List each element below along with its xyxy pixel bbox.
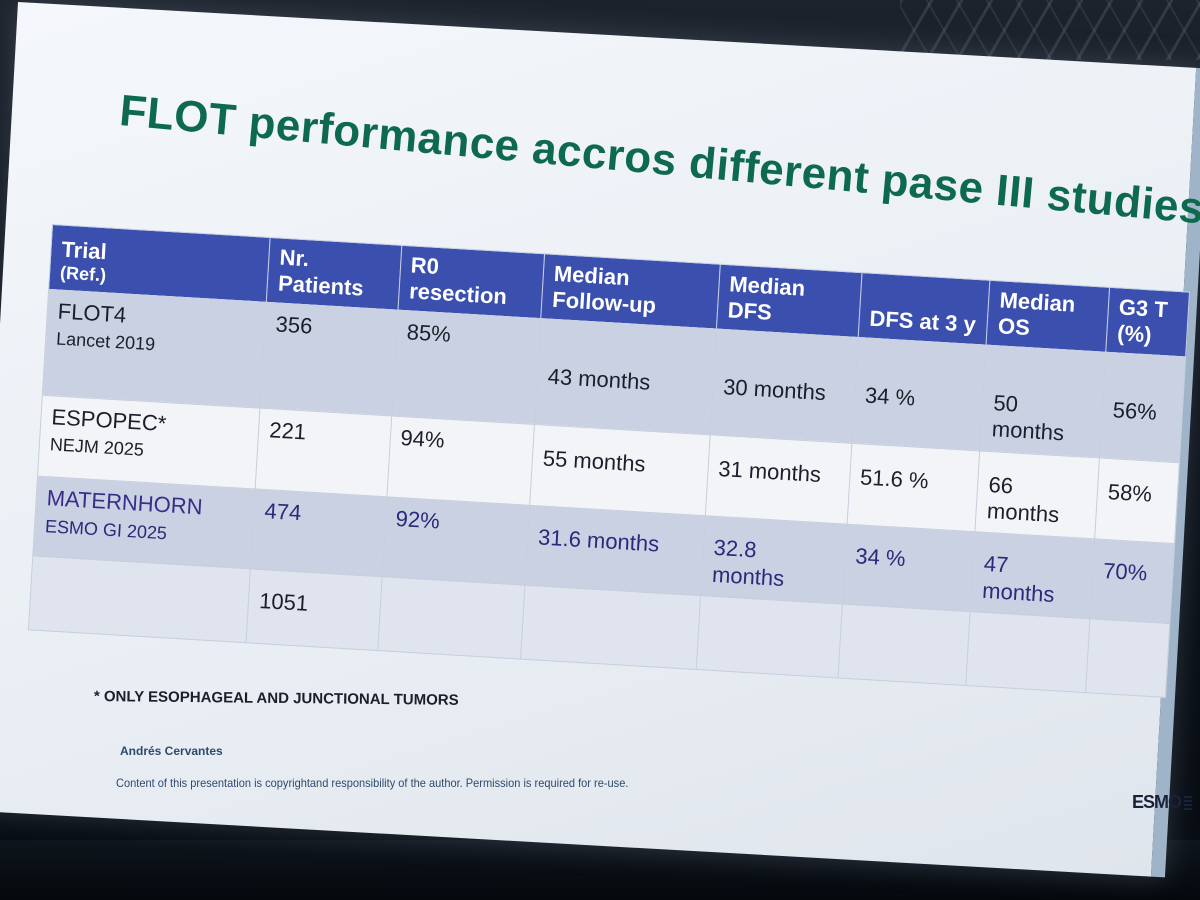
header-patients: Nr. Patients: [266, 237, 402, 311]
stage-truss: [900, 0, 1200, 60]
author-name: Andrés Cervantes: [120, 744, 223, 758]
slide-content: FLOT performance accros different pase I…: [12, 16, 1200, 826]
header-median-os: Median OS: [986, 280, 1110, 353]
header-followup-l2: Follow-up: [551, 286, 657, 318]
cell-median-dfs: 31 months: [705, 434, 852, 525]
cell-r0: 85%: [391, 310, 541, 425]
cell-median-os: [966, 611, 1090, 693]
header-patients-l1: Nr.: [278, 244, 310, 272]
cell-dfs-3y: 34 %: [842, 524, 976, 612]
header-median-dfs-l2: DFS: [727, 297, 773, 325]
cell-trial: FLOT4 Lancet 2019: [42, 289, 267, 408]
header-g3-l2: (%): [1116, 320, 1153, 348]
studies-table: Trial (Ref.) Nr. Patients R0 resection: [28, 224, 1190, 698]
cell-followup: 43 months: [534, 318, 717, 435]
cell-trial: MATERNHORN ESMO GI 2025: [32, 476, 256, 570]
cell-followup: [520, 585, 701, 670]
header-median-os-l2: OS: [997, 313, 1031, 341]
header-followup: Median Follow-up: [540, 253, 721, 329]
header-median-os-l1: Median: [998, 287, 1077, 317]
cell-patients: 221: [255, 407, 392, 498]
footnote: * ONLY ESOPHAGEAL AND JUNCTIONAL TUMORS: [93, 688, 459, 709]
cell-median-os: 66 months: [975, 450, 1100, 540]
cell-r0: 94%: [386, 415, 535, 506]
esmo-logo: ESMO: [1132, 792, 1193, 813]
cell-patients-total: 1051: [246, 569, 382, 651]
cell-g3: 56%: [1099, 352, 1186, 463]
projection-screen: FLOT performance accros different pase I…: [0, 2, 1200, 878]
cell-trial: ESPOPEC* NEJM 2025: [37, 394, 261, 490]
header-median-dfs: Median DFS: [716, 264, 862, 338]
cell-g3: 58%: [1094, 457, 1180, 545]
cell-dfs-3y: 51.6 %: [846, 442, 981, 533]
header-patients-l2: Patients: [277, 270, 365, 301]
cell-median-dfs: [695, 595, 843, 679]
slide-title: FLOT performance accros different pase I…: [117, 86, 1200, 234]
header-dfs-3y: DFS at 3 y: [857, 272, 991, 346]
cell-median-os: 50 months: [980, 345, 1106, 458]
cell-median-dfs: 30 months: [709, 328, 858, 443]
cell-g3: [1085, 618, 1170, 698]
cell-patients: 474: [250, 489, 387, 577]
header-g3: G3 T (%): [1105, 287, 1190, 357]
header-trial-sub: (Ref.): [59, 262, 107, 285]
header-r0: R0 resection: [397, 245, 545, 319]
esmo-logo-lines-icon: [1184, 795, 1193, 810]
header-g3-l1: G3 T: [1118, 294, 1169, 323]
cell-followup: 31.6 months: [524, 505, 706, 596]
header-trial-label: Trial: [60, 236, 108, 264]
cell-followup: 55 months: [529, 424, 710, 517]
cell-r0: [377, 576, 525, 660]
cell-g3: 70%: [1089, 539, 1175, 624]
header-r0-l1: R0: [410, 252, 440, 279]
cell-median-dfs: 32.8 months: [700, 516, 847, 605]
header-dfs-3y-l1: DFS at 3 y: [868, 305, 977, 337]
cell-dfs-3y: 34 %: [851, 337, 987, 451]
cell-trial: [28, 556, 251, 644]
header-followup-l1: Median: [553, 260, 631, 291]
header-r0-l2: resection: [408, 278, 508, 310]
cell-r0: 92%: [381, 497, 530, 586]
cell-patients: 356: [260, 302, 398, 416]
copyright-notice: Content of this presentation is copyrigh…: [115, 776, 629, 790]
cell-dfs-3y: [837, 604, 971, 686]
header-median-dfs-l1: Median: [728, 271, 806, 301]
cell-median-os: 47 months: [970, 532, 1095, 619]
esmo-logo-text: ESMO: [1132, 792, 1182, 812]
